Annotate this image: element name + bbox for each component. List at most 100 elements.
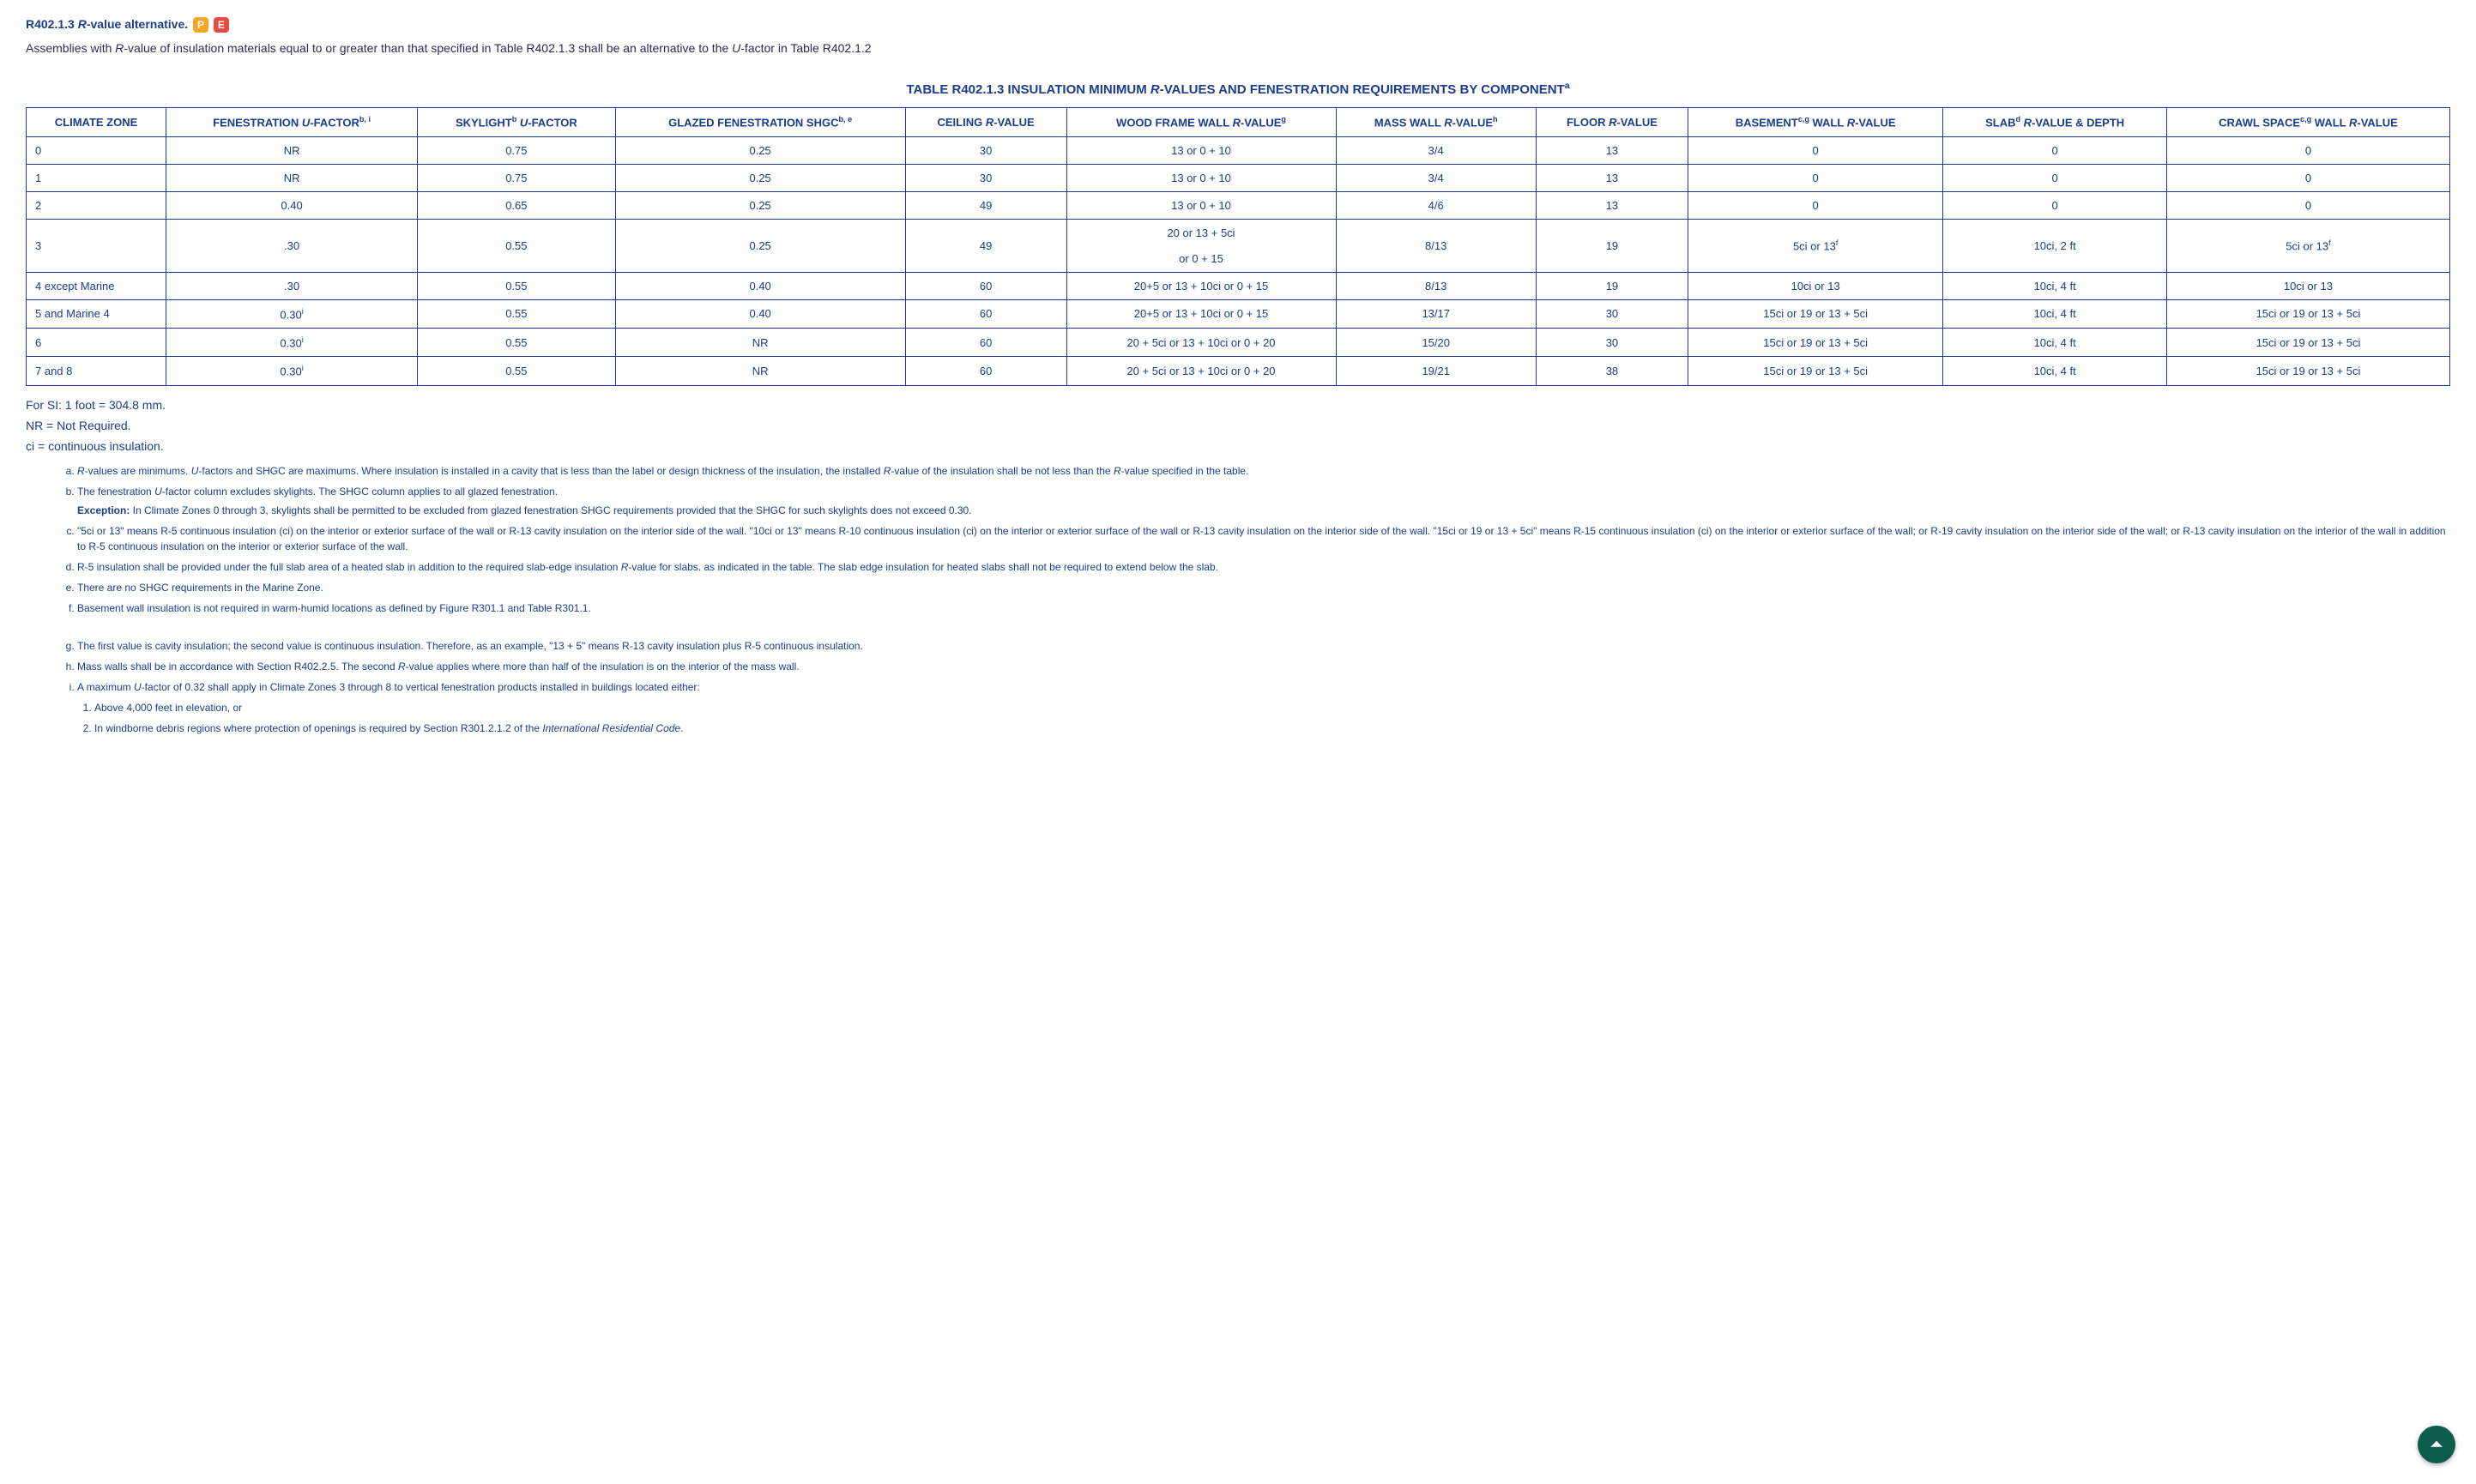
table-header-row: CLIMATE ZONE FENESTRATION U-FACTORb, i S… bbox=[27, 108, 2450, 136]
cell-shgc: 0.40 bbox=[615, 272, 905, 299]
footnote-b-exception: Exception: In Climate Zones 0 through 3,… bbox=[77, 503, 2450, 518]
cell-sky: 0.55 bbox=[418, 328, 616, 356]
cell-shgc: 0.25 bbox=[615, 164, 905, 191]
cell-slab: 0 bbox=[1943, 136, 2167, 164]
cell-wood: 13 or 0 + 10 bbox=[1066, 164, 1336, 191]
cell-shgc: 0.25 bbox=[615, 191, 905, 219]
footnote-a: R-values are minimums. U-factors and SHG… bbox=[77, 463, 2450, 479]
cell-mass: 3/4 bbox=[1336, 164, 1536, 191]
footnote-f: Basement wall insulation is not required… bbox=[77, 600, 2450, 616]
scroll-to-top-button[interactable] bbox=[2418, 1426, 2455, 1463]
cell-base: 15ci or 19 or 13 + 5ci bbox=[1688, 299, 1942, 328]
cell-crawl: 15ci or 19 or 13 + 5ci bbox=[2166, 299, 2449, 328]
cell-base: 0 bbox=[1688, 191, 1942, 219]
cell-ceil: 49 bbox=[905, 191, 1066, 219]
table-notes: For SI: 1 foot = 304.8 mm. NR = Not Requ… bbox=[26, 398, 2450, 453]
cell-mass: 15/20 bbox=[1336, 328, 1536, 356]
col-basement: BASEMENTc,g WALL R-VALUE bbox=[1688, 108, 1942, 136]
cell-crawl: 0 bbox=[2166, 164, 2449, 191]
cell-floor: 38 bbox=[1536, 357, 1688, 385]
col-slab: SLABd R-VALUE & DEPTH bbox=[1943, 108, 2167, 136]
footnote-h: Mass walls shall be in accordance with S… bbox=[77, 659, 2450, 674]
table-row: 1NR0.750.253013 or 0 + 103/413000 bbox=[27, 164, 2450, 191]
cell-floor: 13 bbox=[1536, 164, 1688, 191]
cell-ceil: 30 bbox=[905, 136, 1066, 164]
cell-mass: 3/4 bbox=[1336, 136, 1536, 164]
cell-wood: 13 or 0 + 10 bbox=[1066, 191, 1336, 219]
cell-fen: .30 bbox=[166, 272, 418, 299]
cell-wood: 20 + 5ci or 13 + 10ci or 0 + 20 bbox=[1066, 328, 1336, 356]
col-floor: FLOOR R-VALUE bbox=[1536, 108, 1688, 136]
footnote-i-1: Above 4,000 feet in elevation, or bbox=[94, 700, 2450, 715]
cell-ceil: 60 bbox=[905, 299, 1066, 328]
cell-floor: 30 bbox=[1536, 299, 1688, 328]
cell-base: 15ci or 19 or 13 + 5ci bbox=[1688, 328, 1942, 356]
footnote-i-2: In windborne debris regions where protec… bbox=[94, 721, 2450, 736]
col-glazed: GLAZED FENESTRATION SHGCb, e bbox=[615, 108, 905, 136]
cell-slab: 10ci, 4 ft bbox=[1943, 272, 2167, 299]
cell-wood: 20 + 5ci or 13 + 10ci or 0 + 20 bbox=[1066, 357, 1336, 385]
intro-text: Assemblies with R-value of insulation ma… bbox=[26, 41, 2450, 55]
cell-wood: 20+5 or 13 + 10ci or 0 + 15 bbox=[1066, 272, 1336, 299]
up-arrow-icon bbox=[2431, 1439, 2443, 1451]
cell-base: 0 bbox=[1688, 136, 1942, 164]
cell-slab: 10ci, 2 ft bbox=[1943, 219, 2167, 272]
cell-base: 0 bbox=[1688, 164, 1942, 191]
cell-zone: 2 bbox=[27, 191, 166, 219]
footnote-e: There are no SHGC requirements in the Ma… bbox=[77, 580, 2450, 595]
cell-wood: 13 or 0 + 10 bbox=[1066, 136, 1336, 164]
table-row: 0NR0.750.253013 or 0 + 103/413000 bbox=[27, 136, 2450, 164]
cell-shgc: NR bbox=[615, 357, 905, 385]
cell-zone: 3 bbox=[27, 219, 166, 272]
cell-fen: 0.30i bbox=[166, 328, 418, 356]
cell-base: 5ci or 13f bbox=[1688, 219, 1942, 272]
tag-e-icon[interactable]: E bbox=[214, 17, 229, 33]
footnote-b: The fenestration U-factor column exclude… bbox=[77, 484, 2450, 518]
table-row: 20.400.650.254913 or 0 + 104/613000 bbox=[27, 191, 2450, 219]
cell-crawl: 15ci or 19 or 13 + 5ci bbox=[2166, 357, 2449, 385]
cell-base: 10ci or 13 bbox=[1688, 272, 1942, 299]
footnote-i: A maximum U-factor of 0.32 shall apply i… bbox=[77, 679, 2450, 736]
cell-zone: 0 bbox=[27, 136, 166, 164]
cell-zone: 6 bbox=[27, 328, 166, 356]
col-crawl: CRAWL SPACEc,g WALL R-VALUE bbox=[2166, 108, 2449, 136]
cell-crawl: 0 bbox=[2166, 191, 2449, 219]
col-ceiling: CEILING R-VALUE bbox=[905, 108, 1066, 136]
cell-fen: NR bbox=[166, 164, 418, 191]
cell-floor: 19 bbox=[1536, 272, 1688, 299]
cell-fen: 0.30i bbox=[166, 357, 418, 385]
cell-ceil: 49 bbox=[905, 219, 1066, 272]
cell-sky: 0.75 bbox=[418, 164, 616, 191]
table-row: 7 and 80.30i0.55NR6020 + 5ci or 13 + 10c… bbox=[27, 357, 2450, 385]
tag-p-icon[interactable]: P bbox=[193, 17, 208, 33]
cell-fen: 0.30i bbox=[166, 299, 418, 328]
cell-mass: 19/21 bbox=[1336, 357, 1536, 385]
cell-ceil: 60 bbox=[905, 357, 1066, 385]
section-number: R402.1.3 bbox=[26, 17, 75, 31]
cell-fen: .30 bbox=[166, 219, 418, 272]
cell-crawl: 5ci or 13f bbox=[2166, 219, 2449, 272]
table-row: 60.30i0.55NR6020 + 5ci or 13 + 10ci or 0… bbox=[27, 328, 2450, 356]
cell-sky: 0.65 bbox=[418, 191, 616, 219]
cell-shgc: NR bbox=[615, 328, 905, 356]
cell-mass: 13/17 bbox=[1336, 299, 1536, 328]
cell-mass: 8/13 bbox=[1336, 272, 1536, 299]
cell-crawl: 0 bbox=[2166, 136, 2449, 164]
cell-mass: 4/6 bbox=[1336, 191, 1536, 219]
note-nr: NR = Not Required. bbox=[26, 419, 2450, 432]
cell-sky: 0.55 bbox=[418, 272, 616, 299]
table-title: TABLE R402.1.3 INSULATION MINIMUM R-VALU… bbox=[26, 81, 2450, 97]
cell-slab: 10ci, 4 ft bbox=[1943, 357, 2167, 385]
cell-zone: 7 and 8 bbox=[27, 357, 166, 385]
cell-ceil: 60 bbox=[905, 272, 1066, 299]
note-ci: ci = continuous insulation. bbox=[26, 439, 2450, 453]
cell-wood: 20+5 or 13 + 10ci or 0 + 15 bbox=[1066, 299, 1336, 328]
cell-crawl: 15ci or 19 or 13 + 5ci bbox=[2166, 328, 2449, 356]
cell-zone: 5 and Marine 4 bbox=[27, 299, 166, 328]
note-si: For SI: 1 foot = 304.8 mm. bbox=[26, 398, 2450, 412]
cell-fen: NR bbox=[166, 136, 418, 164]
cell-sky: 0.75 bbox=[418, 136, 616, 164]
table-row: 4 except Marine.300.550.406020+5 or 13 +… bbox=[27, 272, 2450, 299]
col-wood: WOOD FRAME WALL R-VALUEg bbox=[1066, 108, 1336, 136]
footnote-c: "5ci or 13" means R-5 continuous insulat… bbox=[77, 523, 2450, 554]
